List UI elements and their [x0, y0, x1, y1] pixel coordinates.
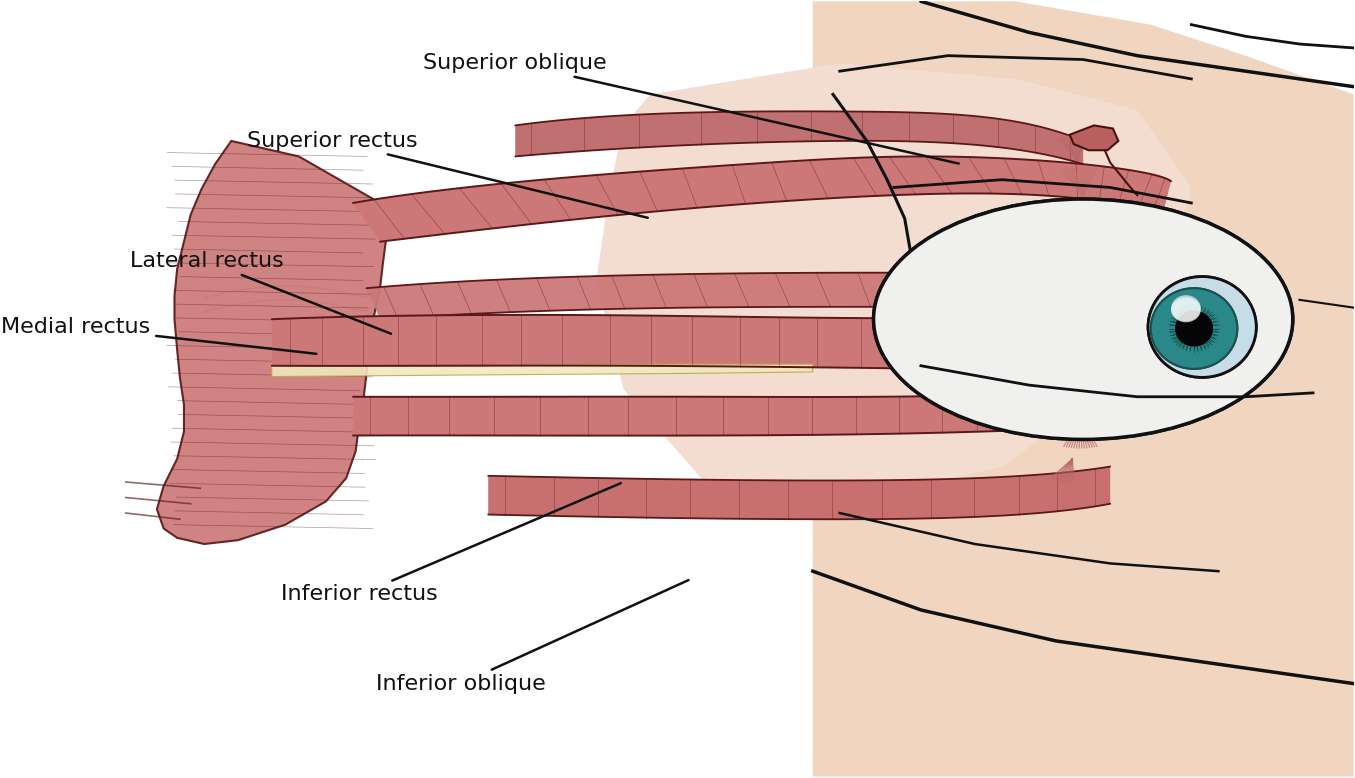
Polygon shape [272, 364, 813, 377]
Text: Lateral rectus: Lateral rectus [130, 251, 392, 334]
Ellipse shape [1150, 288, 1237, 369]
Polygon shape [1069, 125, 1118, 150]
Polygon shape [515, 111, 1083, 164]
Text: Inferior rectus: Inferior rectus [282, 483, 621, 605]
Polygon shape [352, 156, 1171, 242]
Ellipse shape [1175, 310, 1213, 346]
Ellipse shape [1148, 277, 1256, 377]
Polygon shape [157, 141, 386, 544]
Circle shape [874, 199, 1293, 440]
Polygon shape [272, 315, 1110, 373]
Text: Superior rectus: Superior rectus [248, 131, 648, 218]
Polygon shape [366, 272, 1123, 319]
Circle shape [874, 199, 1293, 440]
Polygon shape [813, 2, 1354, 776]
Polygon shape [488, 467, 1110, 519]
Ellipse shape [1175, 310, 1213, 346]
Polygon shape [596, 63, 1191, 505]
Text: Superior oblique: Superior oblique [423, 54, 959, 163]
Ellipse shape [1150, 288, 1237, 369]
Ellipse shape [1171, 297, 1201, 322]
Text: Inferior oblique: Inferior oblique [377, 580, 688, 693]
Text: Medial rectus: Medial rectus [1, 317, 317, 354]
Ellipse shape [1148, 277, 1256, 377]
Polygon shape [352, 389, 1144, 436]
Ellipse shape [1171, 295, 1201, 321]
